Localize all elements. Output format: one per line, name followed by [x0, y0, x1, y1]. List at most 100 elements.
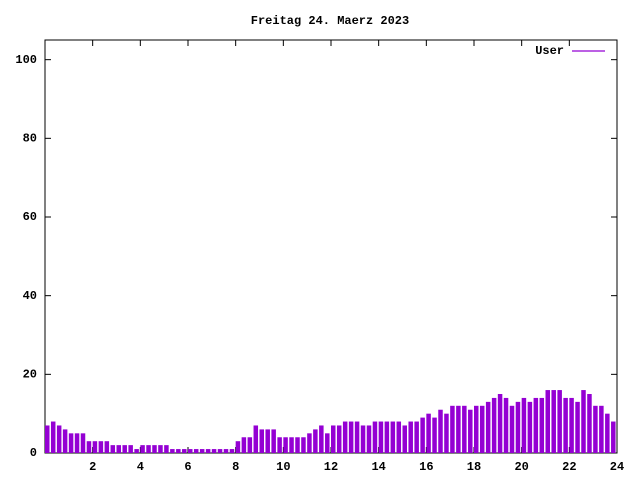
impulse	[45, 425, 50, 453]
impulse	[557, 390, 562, 453]
impulse	[485, 401, 491, 453]
impulse	[271, 429, 276, 453]
impulse	[313, 429, 318, 453]
impulse	[253, 425, 259, 453]
impulse	[92, 441, 98, 453]
impulse	[462, 405, 467, 453]
impulse	[599, 405, 604, 453]
legend-label: User	[535, 44, 564, 58]
impulse	[360, 425, 366, 453]
impulse	[575, 401, 580, 453]
impulse	[277, 437, 282, 453]
impulse	[420, 417, 425, 453]
impulse	[50, 421, 56, 453]
impulse	[348, 421, 354, 453]
impulse	[116, 445, 121, 453]
y-tick-label: 100	[15, 53, 37, 67]
impulse	[438, 409, 443, 453]
impulse	[170, 449, 175, 453]
impulse	[217, 449, 223, 453]
impulse	[211, 449, 217, 453]
impulse	[289, 437, 294, 453]
impulse	[164, 445, 169, 453]
x-tick-label: 12	[324, 460, 338, 474]
impulse	[193, 449, 199, 453]
impulse	[408, 421, 413, 453]
y-tick-label: 60	[23, 210, 37, 224]
impulse	[468, 409, 473, 453]
impulse	[122, 445, 127, 453]
impulse	[581, 390, 586, 453]
impulse	[378, 421, 384, 453]
impulse	[128, 445, 133, 453]
impulse	[497, 394, 503, 453]
y-tick-label: 80	[23, 132, 37, 146]
impulse	[336, 425, 342, 453]
impulse	[527, 401, 533, 453]
impulse	[247, 437, 253, 453]
impulse	[146, 445, 151, 453]
impulse	[479, 405, 485, 453]
x-tick-label: 10	[276, 460, 290, 474]
x-tick-label: 22	[562, 460, 576, 474]
y-tick-label: 40	[23, 289, 37, 303]
impulse	[342, 421, 348, 453]
x-tick-label: 8	[232, 460, 239, 474]
impulse	[396, 421, 402, 453]
impulse	[265, 429, 270, 453]
impulse	[205, 449, 211, 453]
impulse	[176, 449, 181, 453]
y-tick-label: 20	[23, 368, 37, 382]
impulse	[605, 413, 610, 453]
impulse	[62, 429, 68, 453]
impulse	[86, 441, 92, 453]
impulse	[241, 437, 247, 453]
impulse	[235, 441, 241, 453]
impulse	[426, 413, 431, 453]
impulse	[152, 445, 157, 453]
impulse	[509, 405, 515, 453]
x-tick-label: 18	[467, 460, 481, 474]
impulse	[390, 421, 396, 453]
impulse	[503, 397, 509, 453]
x-tick-label: 14	[371, 460, 385, 474]
y-tick-label: 0	[30, 446, 37, 460]
impulse	[283, 437, 288, 453]
x-tick-label: 24	[610, 460, 624, 474]
impulse	[140, 445, 145, 453]
impulse	[366, 425, 372, 453]
x-tick-label: 20	[514, 460, 528, 474]
impulse	[551, 390, 556, 453]
impulse	[301, 437, 306, 453]
impulse	[199, 449, 205, 453]
impulse	[223, 449, 229, 453]
impulse	[384, 421, 390, 453]
impulse	[354, 421, 360, 453]
x-tick-label: 16	[419, 460, 433, 474]
impulse	[563, 397, 568, 453]
impulse	[259, 429, 264, 453]
impulse	[414, 421, 419, 453]
chart-title: Freitag 24. Maerz 2023	[251, 14, 409, 28]
impulse	[319, 425, 324, 453]
impulse	[456, 405, 461, 453]
impulse	[325, 433, 330, 453]
impulse	[402, 425, 407, 453]
impulse	[188, 449, 193, 453]
impulse	[611, 421, 616, 453]
impulse	[432, 417, 437, 453]
x-tick-label: 6	[184, 460, 191, 474]
x-tick-label: 2	[89, 460, 96, 474]
impulse	[56, 425, 62, 453]
impulse	[104, 441, 110, 453]
impulse	[158, 445, 163, 453]
impulse	[515, 401, 521, 453]
impulse	[450, 405, 455, 453]
impulse	[331, 425, 336, 453]
impulse	[110, 445, 116, 453]
impulse	[372, 421, 378, 453]
x-tick-label: 4	[137, 460, 144, 474]
impulse	[229, 449, 235, 453]
impulse	[521, 397, 527, 453]
